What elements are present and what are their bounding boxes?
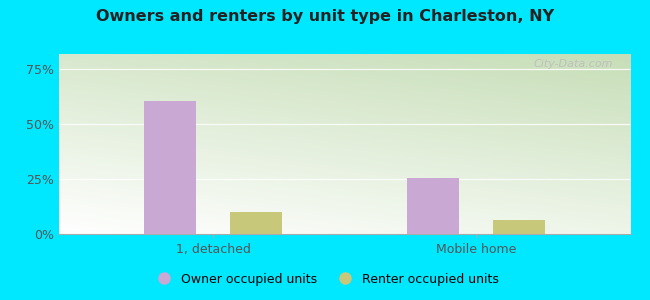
Bar — [408, 178, 459, 234]
Bar — [493, 220, 545, 234]
Bar — [144, 101, 196, 234]
Text: Owners and renters by unit type in Charleston, NY: Owners and renters by unit type in Charl… — [96, 9, 554, 24]
Text: City-Data.com: City-Data.com — [534, 59, 614, 69]
Legend: Owner occupied units, Renter occupied units: Owner occupied units, Renter occupied un… — [146, 268, 504, 291]
Bar — [230, 212, 281, 234]
